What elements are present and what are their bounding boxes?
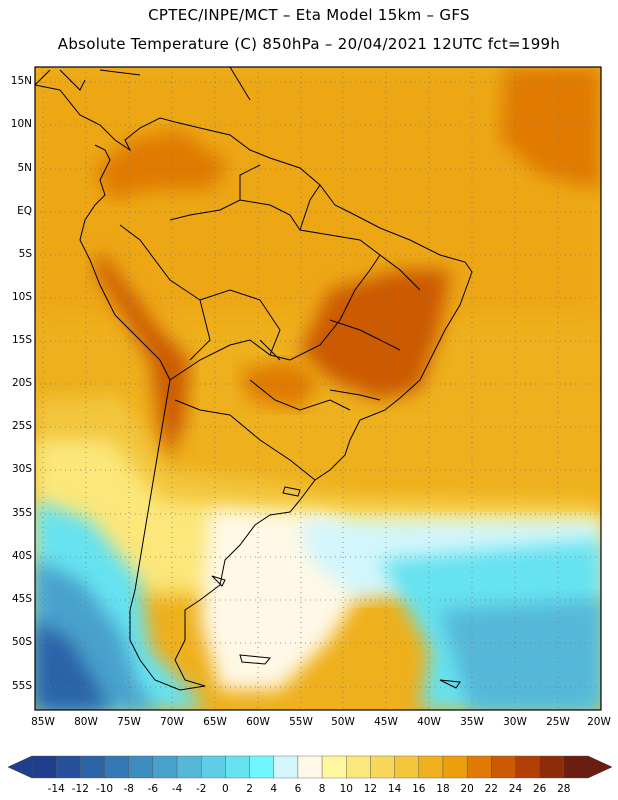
lon-label: 50W [331,716,355,728]
colorbar-tick-label: 2 [246,783,253,795]
lat-label: 50S [11,636,32,648]
colorbar-swatch [394,755,419,779]
lat-label: 15N [10,75,32,87]
lat-label: 35S [11,507,32,519]
colorbar-swatch [442,755,468,779]
lat-label: 20S [11,377,32,389]
colorbar-tick-label: 26 [532,783,547,795]
coastlines [35,67,473,691]
colorbar-swatch [491,755,516,779]
lat-label: 5S [18,248,32,260]
lon-label: 30W [503,716,527,728]
south-america-coast [35,84,473,691]
colorbar-tick-label: 6 [294,783,302,795]
colorbar-tick-label: 4 [270,783,278,795]
lon-label: 85W [31,716,55,728]
colorbar-tick-label: -4 [171,783,183,795]
colorbar-tick-label: 28 [557,783,571,795]
colorbar-swatch [152,755,178,779]
colorbar-swatch [370,755,395,779]
islands-outline [211,575,461,689]
lat-label: 10S [11,291,32,303]
lat-label: 45S [11,593,32,605]
lat-label: EQ [17,205,32,217]
colorbar-high-arrow [587,755,613,779]
lon-label: 65W [203,716,227,728]
lat-label: 30S [11,463,32,475]
colorbar-swatch [128,755,154,779]
colorbar-tick-label: 10 [339,783,353,795]
lon-label: 80W [74,716,98,728]
colorbar-tick-label: 0 [222,783,229,795]
chart-title-line1: CPTEC/INPE/MCT – Eta Model 15km – GFS [148,6,470,24]
lat-label: 10N [10,118,32,130]
colorbar-swatch [55,755,81,779]
lon-label: 75W [117,716,141,728]
colorbar-low-arrow [7,755,33,779]
colorbar-swatch [31,755,57,779]
temperature-field [35,67,601,710]
colorbar-swatch [176,755,202,779]
colorbar-tick-label: -14 [47,783,65,795]
warm-patch-andes [95,250,190,460]
colorbar-tick-label: -8 [123,783,134,795]
lon-label: 55W [289,716,313,728]
colorbar-swatch [321,755,347,779]
colorbar-swatch [346,755,371,779]
lon-label: 45W [374,716,398,728]
colorbar-swatch [539,755,565,779]
colorbar-tick-label: 16 [412,783,426,795]
lon-label: 35W [460,716,484,728]
colorbar-tick-label: 8 [318,783,326,795]
colorbar-swatch [201,755,226,779]
colorbar-swatch [297,755,323,779]
colorbar-tick-label: 18 [436,783,450,795]
warm-patch-atlantic [500,67,601,190]
lat-label: 15S [11,334,32,346]
lat-label: 25S [11,420,32,432]
lon-label: 70W [160,716,184,728]
colorbar-tick-label: 24 [508,783,523,795]
central-america-coast [35,67,251,101]
colorbar-swatch [104,755,129,779]
map-frame [34,66,602,711]
colorbar-tick-label: -10 [95,783,114,795]
grid-lines [35,67,602,710]
lat-label: 5N [17,162,32,174]
colorbar-tick-label: 22 [484,783,498,795]
colorbar-swatch [515,755,540,779]
lat-label: 40S [11,550,32,562]
colorbar-swatch [225,755,250,779]
colorbar-tick-label: -12 [71,783,89,795]
lon-label: 20W [587,716,611,728]
colorbar-tick-label: 12 [363,783,378,795]
lat-label: 55S [11,680,32,692]
lon-label: 40W [417,716,441,728]
colorbar-swatch [418,755,444,779]
colorbar-tick-label: -6 [147,783,159,795]
chart-title-line2: Absolute Temperature (C) 850hPa – 20/04/… [57,35,561,53]
warm-patch-brazil [300,270,450,400]
lagoon-outline [282,486,301,497]
colorbar-swatch [466,755,492,779]
colorbar-swatch [249,755,274,779]
lon-label: 60W [246,716,270,728]
country-borders-a [169,199,381,381]
colorbar [7,755,613,779]
state-borders [259,254,421,401]
colorbar-tick-label: 14 [387,783,402,795]
colorbar-tick-label: -2 [195,783,207,795]
colorbar-swatch [273,755,299,779]
colorbar-swatch [80,755,105,779]
country-borders-b [119,164,351,481]
colorbar-swatch [563,755,589,779]
colorbar-tick-label: 20 [460,783,474,795]
lon-label: 25W [546,716,570,728]
